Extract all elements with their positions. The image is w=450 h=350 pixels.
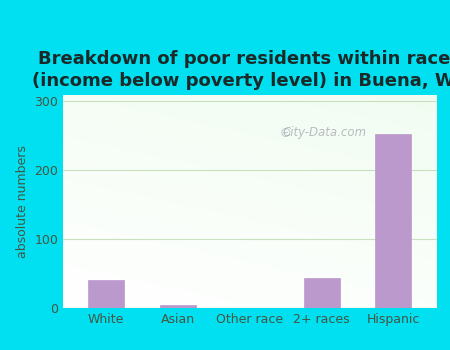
Text: ⊝: ⊝ — [279, 126, 291, 140]
Bar — [304, 278, 340, 308]
Y-axis label: absolute numbers: absolute numbers — [16, 145, 29, 258]
Bar — [375, 134, 411, 308]
Bar — [88, 280, 124, 308]
Text: City-Data.com: City-Data.com — [283, 126, 366, 139]
Title: Breakdown of poor residents within races
(income below poverty level) in Buena, : Breakdown of poor residents within races… — [32, 50, 450, 90]
Bar — [160, 304, 196, 308]
